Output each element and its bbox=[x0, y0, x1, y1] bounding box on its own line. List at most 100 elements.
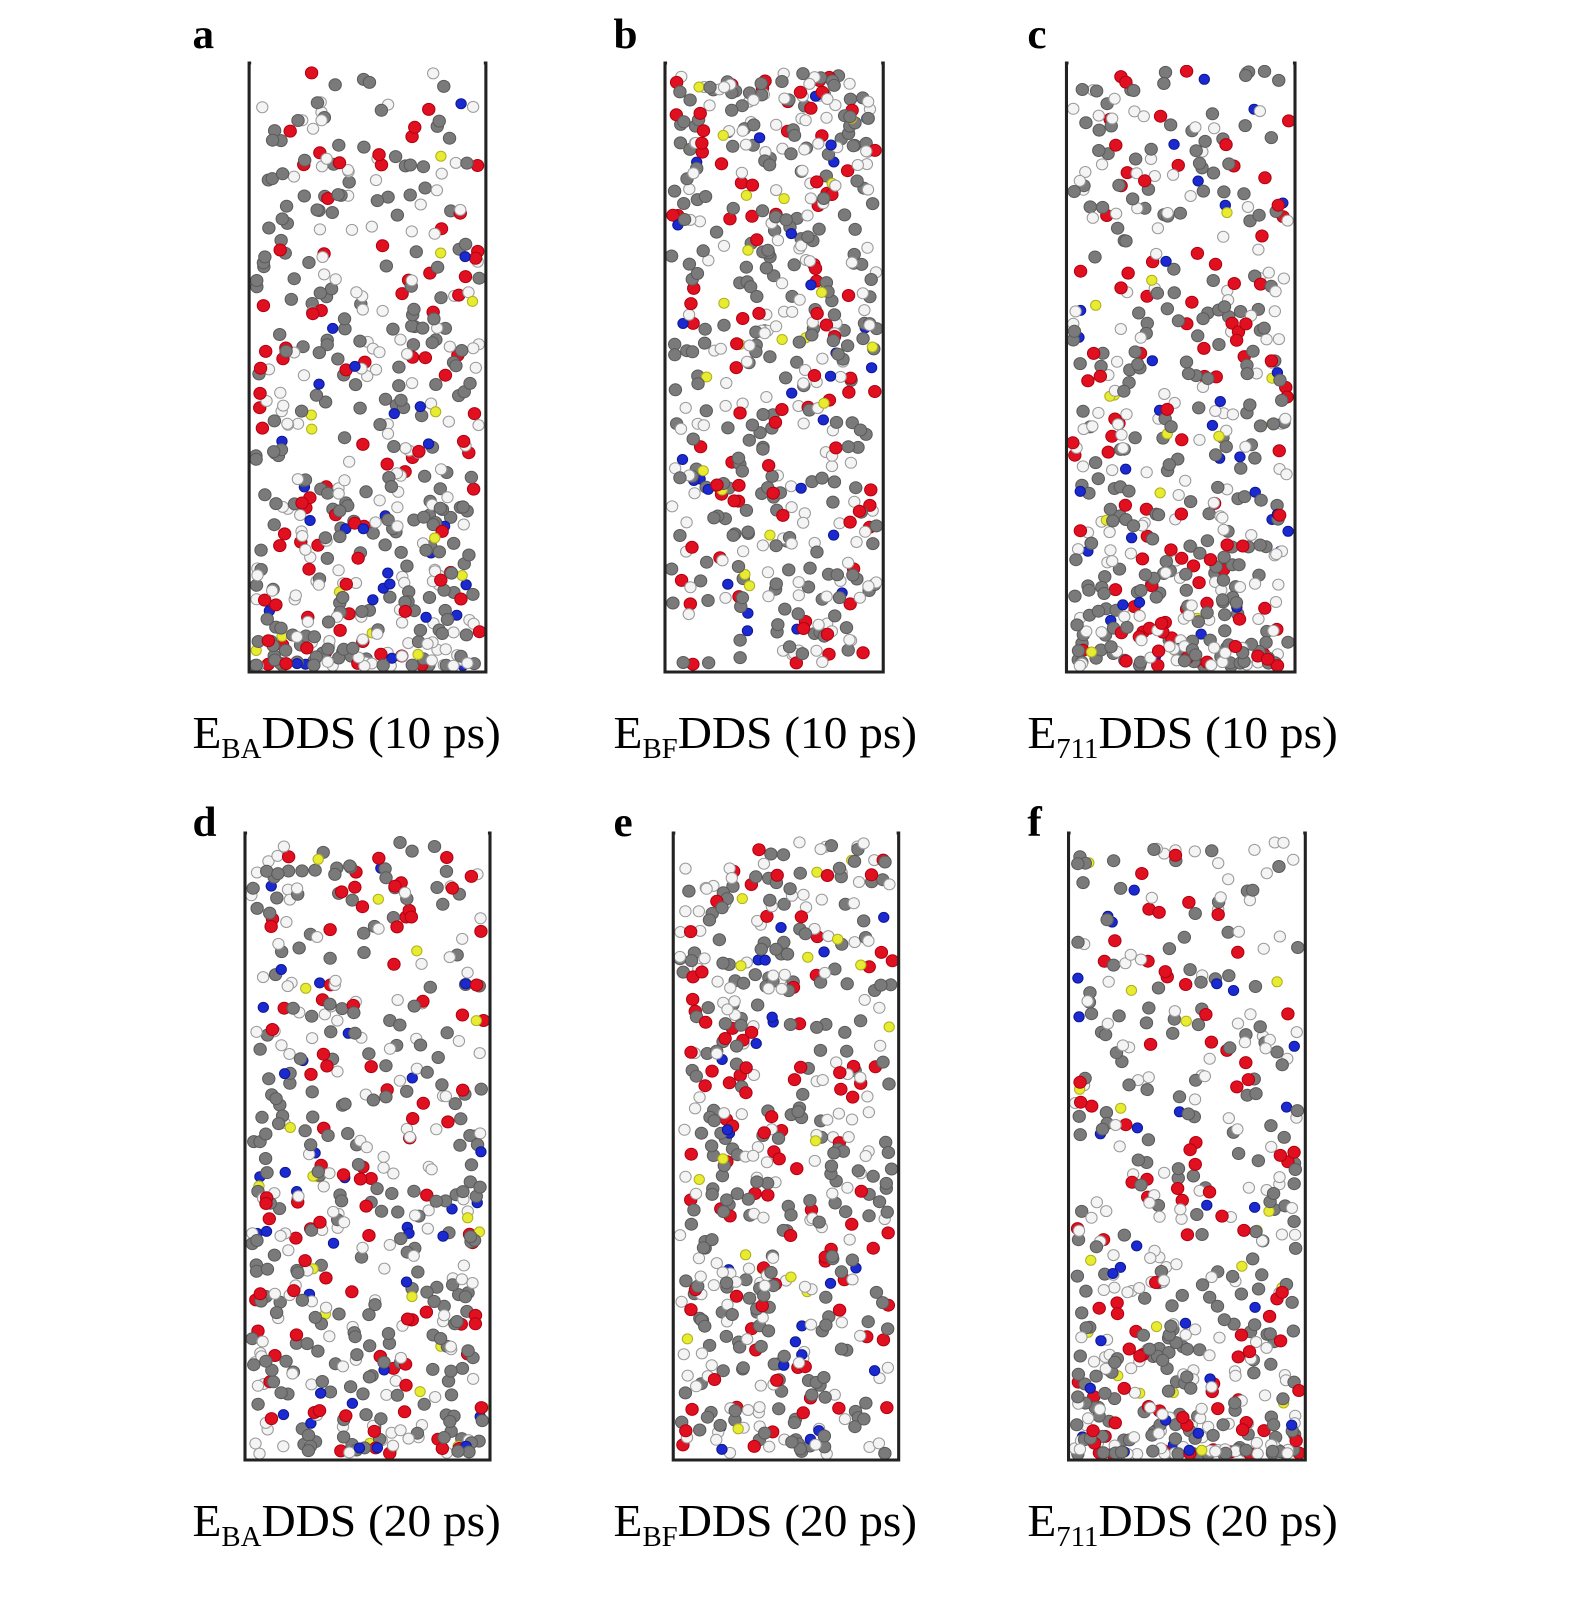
atom bbox=[1199, 1008, 1213, 1021]
atom bbox=[261, 634, 276, 648]
atom bbox=[1186, 1169, 1201, 1183]
atom bbox=[1232, 612, 1247, 626]
atom bbox=[673, 1229, 687, 1242]
atom bbox=[756, 408, 770, 421]
atom bbox=[441, 491, 454, 504]
atom bbox=[1205, 107, 1220, 121]
atom bbox=[880, 1205, 894, 1219]
atom bbox=[294, 509, 307, 521]
atom bbox=[701, 1001, 715, 1015]
atom bbox=[1198, 73, 1210, 85]
atom bbox=[1200, 606, 1214, 620]
caption-main: E bbox=[614, 708, 643, 759]
atom bbox=[1182, 895, 1196, 909]
atom bbox=[1074, 485, 1086, 497]
atom bbox=[729, 361, 743, 375]
atom bbox=[718, 297, 730, 309]
atom bbox=[472, 271, 486, 285]
atom bbox=[1282, 114, 1296, 128]
atom bbox=[295, 1293, 310, 1307]
atom bbox=[1196, 184, 1211, 198]
atom bbox=[687, 1203, 701, 1217]
atom bbox=[1095, 626, 1108, 639]
atom bbox=[679, 1424, 693, 1438]
atom bbox=[750, 290, 764, 303]
atom bbox=[1280, 1101, 1293, 1113]
atom bbox=[331, 1065, 344, 1078]
atom bbox=[1221, 207, 1233, 219]
atom bbox=[1209, 405, 1222, 417]
atom bbox=[746, 1149, 760, 1162]
atom bbox=[1185, 599, 1198, 612]
atom bbox=[1243, 398, 1257, 412]
atom bbox=[771, 234, 785, 247]
box-top-gap bbox=[247, 829, 488, 835]
atom bbox=[1272, 508, 1287, 522]
atom bbox=[411, 945, 423, 957]
atom bbox=[1081, 995, 1094, 1008]
atom bbox=[750, 1175, 764, 1189]
atom bbox=[289, 589, 302, 602]
atom bbox=[456, 1185, 470, 1199]
atom bbox=[439, 643, 452, 656]
atom bbox=[259, 344, 273, 358]
atom bbox=[1161, 1384, 1176, 1398]
atom bbox=[1195, 1278, 1210, 1292]
atom bbox=[1073, 264, 1088, 278]
atom bbox=[434, 463, 448, 476]
atom bbox=[1250, 1436, 1263, 1449]
atom bbox=[817, 414, 829, 426]
atom bbox=[1091, 604, 1106, 618]
atom bbox=[1109, 1119, 1122, 1131]
atom bbox=[1248, 451, 1262, 465]
atom bbox=[446, 1203, 458, 1215]
atom bbox=[1200, 534, 1215, 548]
atom bbox=[1090, 299, 1102, 311]
atom bbox=[749, 870, 763, 884]
panel-caption: EBFDDS (20 ps) bbox=[614, 1496, 918, 1553]
atom bbox=[1081, 374, 1095, 388]
atom bbox=[1255, 229, 1269, 243]
atom bbox=[1171, 314, 1186, 328]
atom bbox=[690, 1380, 703, 1393]
atom bbox=[754, 942, 768, 956]
atom bbox=[796, 622, 811, 635]
atom bbox=[754, 77, 768, 90]
atom bbox=[1180, 1370, 1194, 1384]
atom bbox=[296, 530, 309, 542]
atom bbox=[298, 1254, 312, 1268]
atom bbox=[693, 574, 708, 588]
atom bbox=[1089, 1369, 1103, 1383]
atom bbox=[1143, 1401, 1157, 1414]
atom bbox=[770, 118, 783, 131]
atom bbox=[334, 885, 349, 899]
atom bbox=[392, 379, 406, 393]
atom bbox=[684, 1147, 698, 1161]
atom bbox=[685, 1402, 699, 1416]
atom bbox=[1157, 77, 1171, 90]
atom bbox=[1234, 461, 1248, 475]
atom bbox=[810, 175, 824, 189]
atom bbox=[839, 1044, 854, 1058]
atom bbox=[1183, 1143, 1197, 1157]
atom bbox=[279, 1354, 293, 1368]
atom bbox=[1115, 1102, 1127, 1114]
atom bbox=[762, 982, 775, 995]
atom bbox=[351, 551, 365, 565]
atom bbox=[384, 480, 399, 493]
atom bbox=[453, 1138, 467, 1152]
atom bbox=[332, 138, 346, 152]
atom bbox=[1125, 532, 1138, 544]
atom bbox=[754, 1379, 768, 1392]
atom bbox=[1190, 246, 1205, 260]
atom bbox=[1153, 1210, 1166, 1223]
atom bbox=[735, 1108, 748, 1121]
atom bbox=[1265, 1140, 1278, 1153]
atom bbox=[435, 627, 449, 640]
atom bbox=[390, 1388, 405, 1402]
atom bbox=[1150, 247, 1163, 260]
atom bbox=[862, 1209, 876, 1223]
atom bbox=[426, 518, 440, 532]
atom bbox=[460, 978, 472, 990]
atom bbox=[1211, 908, 1225, 921]
